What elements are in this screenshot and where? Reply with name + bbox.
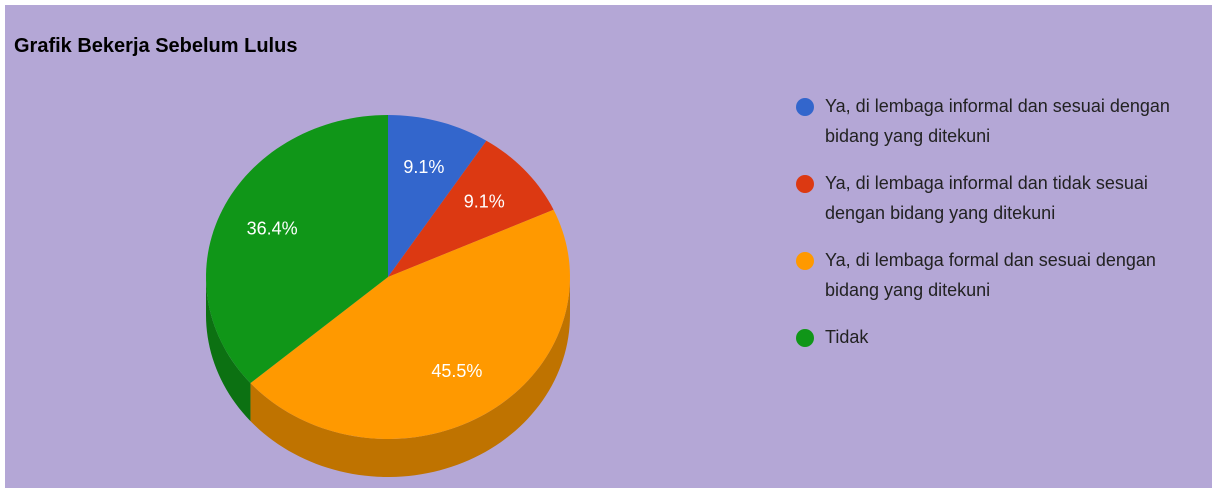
chart-background	[5, 5, 1212, 488]
legend-marker	[796, 98, 814, 116]
pie-slice-side	[206, 277, 251, 422]
legend-label: Tidak	[825, 327, 869, 347]
data-label: 36.4%	[247, 219, 298, 239]
legend-marker	[796, 252, 814, 270]
legend-marker	[796, 329, 814, 347]
data-label: 9.1%	[403, 157, 444, 177]
legend-label: Ya, di lembaga informal dan tidak sesuai…	[825, 173, 1148, 223]
pie-slice	[388, 140, 554, 277]
pie-slice	[206, 115, 388, 384]
pie-slice-side	[250, 277, 570, 477]
legend-marker	[796, 175, 814, 193]
chart-title: Grafik Bekerja Sebelum Lulus	[14, 35, 297, 57]
legend-label: Ya, di lembaga informal dan sesuai denga…	[825, 96, 1170, 146]
data-label: 9.1%	[464, 191, 505, 211]
legend-label: Ya, di lembaga formal dan sesuai dengan b…	[825, 250, 1156, 300]
pie-slice	[250, 209, 570, 439]
data-label: 45.5%	[431, 361, 482, 381]
pie-slice	[388, 115, 487, 277]
